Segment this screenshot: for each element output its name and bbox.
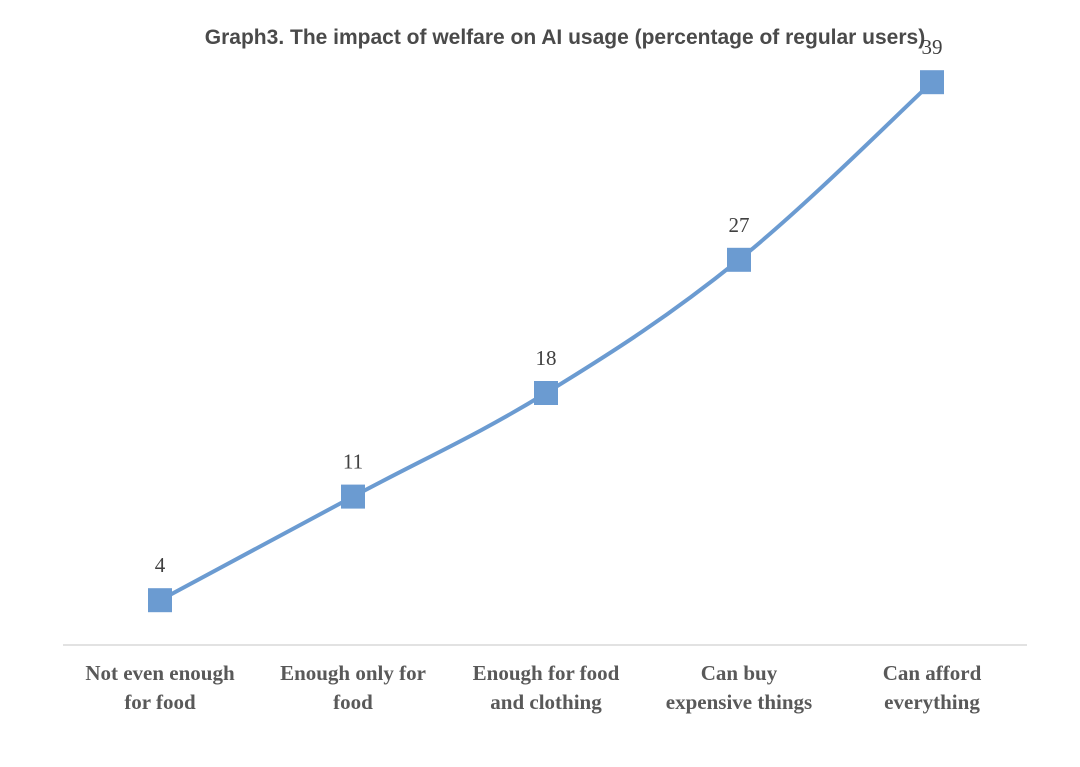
x-axis-tick-label-line: Not even enough (85, 661, 235, 685)
data-point-marker (148, 588, 172, 613)
x-axis-tick-label-line: Can buy (700, 661, 778, 685)
x-axis-tick-label-line: and clothing (490, 690, 602, 714)
data-point-marker (534, 381, 558, 405)
x-axis-tick-label-line: Can afford (882, 661, 982, 685)
x-axis-tick-label-line: expensive things (665, 690, 813, 714)
x-axis-tick-label: Can afford everything (832, 659, 1032, 717)
data-label: 4 (155, 553, 166, 577)
chart-title: Graph3. The impact of welfare on AI usag… (204, 26, 926, 49)
data-point-marker (727, 247, 751, 272)
data-label: 18 (536, 346, 557, 370)
x-axis-tick-label-line: everything (884, 690, 980, 714)
x-axis-tick-label: Can buy expensive things (639, 659, 839, 717)
x-axis-tick-label: Enough for food and clothing (446, 659, 646, 717)
data-point-marker (341, 484, 365, 509)
x-axis-tick-label-line: Enough only for (280, 661, 426, 685)
x-axis-tick-label-line: Enough for food (472, 661, 620, 685)
x-axis-tick-label-line: food (333, 690, 373, 714)
data-label: 27 (729, 213, 750, 237)
series-line (159, 80, 934, 602)
x-axis-tick-label: Not even enough for food (60, 659, 260, 717)
data-label: 39 (922, 35, 943, 59)
x-axis-tick-label: Enough only for food (253, 659, 453, 717)
x-axis-tick-label-line: for food (124, 690, 196, 714)
data-label: 11 (343, 450, 363, 474)
data-point-marker (920, 70, 944, 95)
